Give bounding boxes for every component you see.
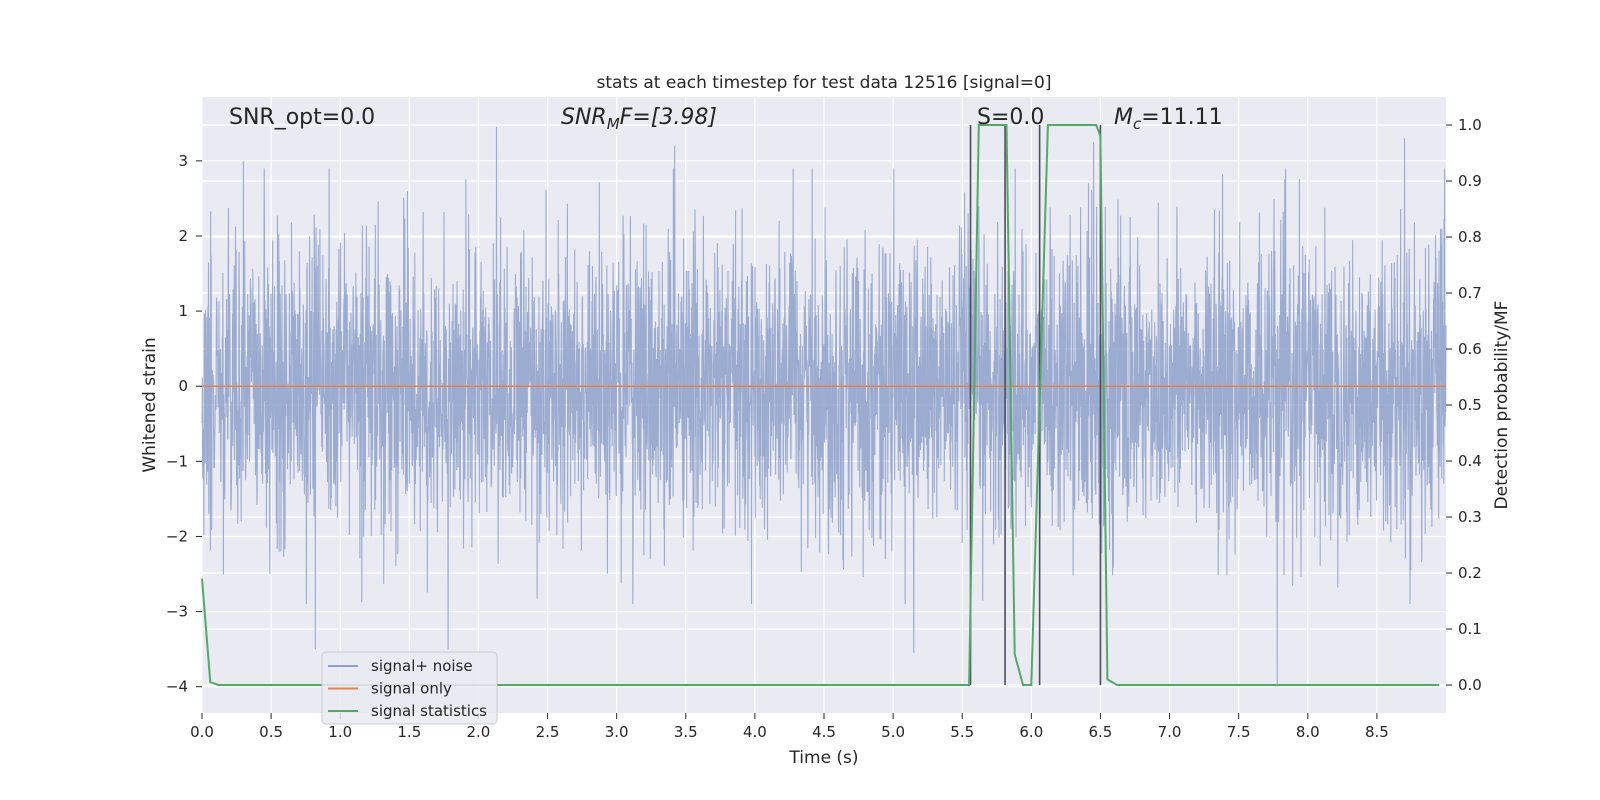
x-tick-label: 2.0 [467,723,491,741]
y-axis-label: Whitened strain [140,337,160,472]
y-tick-label: −3 [166,603,188,621]
x-tick-label: 0.5 [259,723,283,741]
x-tick-label: 1.5 [397,723,421,741]
right-y-tick-label: 0.9 [1458,172,1482,190]
y-axis-ticks: 3 2 1 0 −1 −2 −3 −4 [166,152,202,696]
x-tick-label: 0.0 [190,723,214,741]
x-tick-label: 7.0 [1158,723,1182,741]
y-tick-label: −4 [166,678,188,696]
y-tick-label: 2 [178,227,188,245]
legend: signal+ noise signal only signal statist… [321,651,498,725]
y-tick-label: −1 [166,452,188,470]
x-tick-label: 3.0 [605,723,629,741]
annotation-snr-mf-rest: F=[3.98] [620,105,717,130]
x-tick-label: 6.5 [1089,723,1113,741]
x-tick-label: 8.0 [1296,723,1320,741]
right-y-axis-ticks: 1.0 0.9 0.8 0.7 0.6 0.5 0.4 0.3 0.2 0.1 0.0 [1446,116,1482,694]
right-y-tick-label: 0.8 [1458,228,1482,246]
x-tick-label: 5.0 [881,723,905,741]
chart-title: stats at each timestep for test data 125… [597,73,1052,93]
x-tick-label: 7.5 [1227,723,1251,741]
right-y-tick-label: 0.5 [1458,396,1482,414]
annotation-snr-mf-main: SNR [561,105,607,130]
annotation-snr-opt: SNR_opt=0.0 [229,105,375,130]
x-tick-label: 1.0 [328,723,352,741]
signal-noise-series [201,126,1447,687]
x-tick-label: 4.0 [743,723,767,741]
y-tick-label: 3 [178,152,188,170]
legend-label-signal-only: signal only [371,680,452,698]
legend-label-signal-statistics: signal statistics [371,702,487,720]
annotation-mc: Mc=11.11 [1114,105,1223,133]
x-tick-label: 4.5 [812,723,836,741]
y-tick-label: 1 [178,302,188,320]
y-tick-label: 0 [178,377,188,395]
legend-label-signal-noise: signal+ noise [371,657,473,675]
signal-noise-line [201,126,1447,687]
x-tick-label: 2.5 [536,723,560,741]
annotation-snr-mf: SNRMF=[3.98] [561,105,717,133]
right-y-tick-label: 0.7 [1458,284,1482,302]
annotation-mc-rest: =11.11 [1141,105,1222,130]
x-tick-label: 6.0 [1019,723,1043,741]
y-tick-label: −2 [166,527,188,545]
x-axis-ticks: 0.0 0.5 1.0 1.5 2.0 2.5 3.0 3.5 4.0 4.5 5.0 5.5 6.0 6… [190,713,1389,741]
x-tick-label: 8.5 [1365,723,1389,741]
right-y-tick-label: 0.4 [1458,452,1482,470]
right-y-tick-label: 0.2 [1458,564,1482,582]
annotation-s-stat: S=0.0 [977,105,1044,130]
x-tick-label: 3.5 [674,723,698,741]
annotation-mc-sub: c [1133,115,1142,133]
x-axis-label: Time (s) [788,748,858,768]
annotation-mc-main: M [1114,105,1133,130]
right-y-tick-label: 0.0 [1458,676,1482,694]
right-y-axis-label: Detection probability/MF [1492,301,1512,510]
right-y-tick-label: 0.3 [1458,508,1482,526]
x-tick-label: 5.5 [950,723,974,741]
right-y-tick-label: 1.0 [1458,116,1482,134]
annotation-snr-mf-sub: M [607,115,620,133]
right-y-tick-label: 0.6 [1458,340,1482,358]
legend-box [321,651,498,725]
right-y-tick-label: 0.1 [1458,620,1482,638]
